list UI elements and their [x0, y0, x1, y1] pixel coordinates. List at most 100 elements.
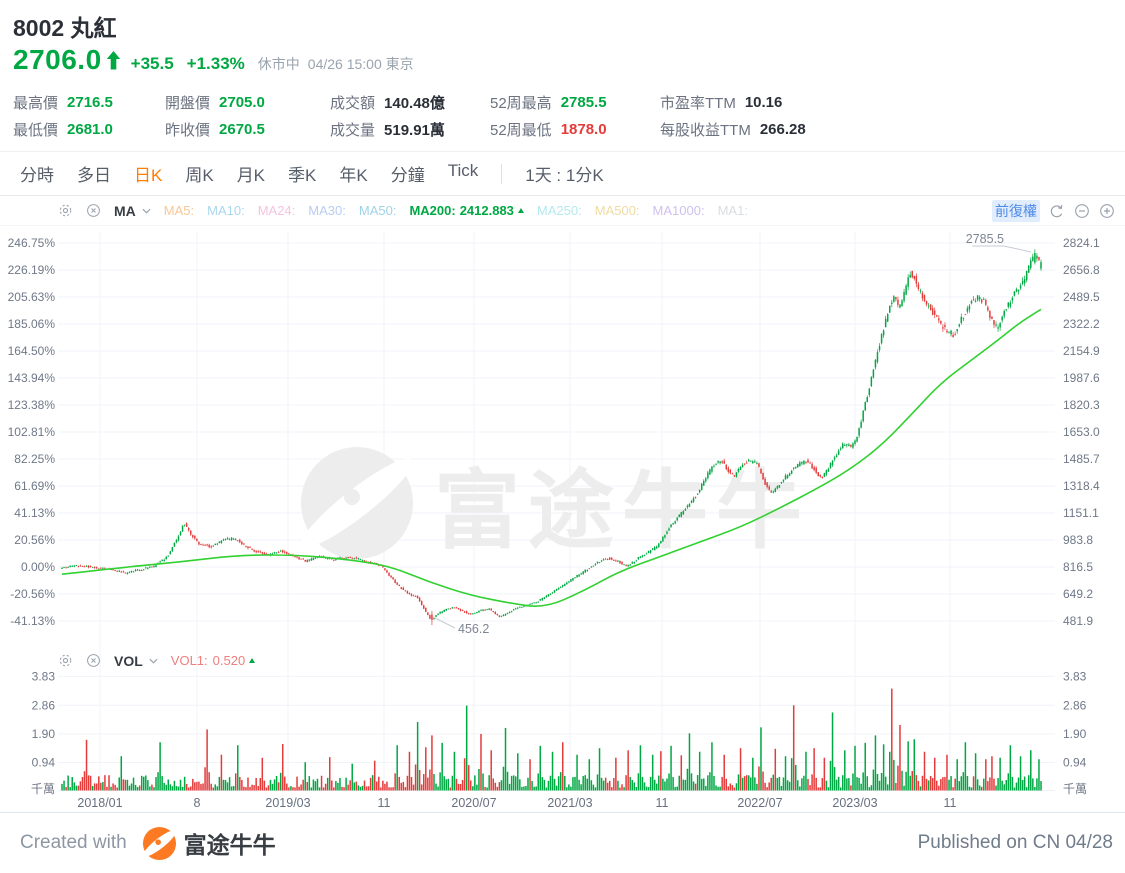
vol-dropdown[interactable]: VOL	[114, 653, 158, 669]
stats-column: 市盈率TTM 10.16 每股收益TTM 266.28	[660, 89, 806, 143]
price-change: +35.5	[130, 54, 174, 73]
volume-axis-label: 3.83	[32, 669, 56, 683]
brand-name: 富途牛牛	[183, 832, 276, 858]
tab-4[interactable]: 月K	[236, 166, 266, 185]
volume-axis-label: 0.94	[32, 755, 56, 769]
percent-axis-label: 102.81%	[8, 425, 56, 439]
vol1-label: VOL1:	[170, 653, 208, 668]
vol1-value: 0.520	[212, 653, 246, 668]
vol1-up-triangle-icon	[249, 658, 256, 663]
stat-label: 52周最高	[490, 95, 552, 112]
percent-axis-label: 20.56%	[14, 533, 55, 547]
ma200-line	[61, 308, 1042, 607]
tab-6[interactable]: 年K	[339, 166, 368, 185]
x-axis-label: 11	[656, 796, 669, 810]
stat-cell: 每股收益TTM 266.28	[660, 116, 806, 143]
ma-dropdown-label: MA	[114, 202, 136, 219]
market-status-text: 休市中	[257, 56, 300, 72]
chevron-down-icon	[149, 658, 158, 664]
vol1-indicator: VOL1: 0.520	[170, 653, 256, 668]
high-annotation: 2785.5	[966, 232, 1004, 246]
ma200-indicator: MA200: 2412.883	[409, 203, 524, 218]
chevron-down-icon	[142, 208, 151, 214]
volume-axis-label: 0.94	[1063, 755, 1087, 769]
stat-cell: 52周最高 2785.5	[490, 89, 607, 116]
tab-2[interactable]: 日K	[134, 166, 163, 185]
zoom-in-icon[interactable]	[1099, 203, 1115, 219]
price-axis-label: 2824.1	[1063, 236, 1100, 250]
published-label: Published on CN 04/28	[917, 832, 1113, 853]
zoom-out-icon[interactable]	[1074, 203, 1090, 219]
price-axis-label: 1151.1	[1063, 506, 1099, 520]
stats-column: 開盤價 2705.0 昨收價 2670.5	[165, 89, 265, 143]
stat-label: 市盈率TTM	[660, 95, 736, 112]
stat-value: 2785.5	[560, 94, 607, 111]
percent-axis-label: 82.25%	[14, 452, 55, 466]
stat-label: 成交額	[330, 95, 376, 112]
stat-label: 52周最低	[490, 122, 552, 139]
stat-label: 每股收益TTM	[660, 122, 751, 139]
stat-cell: 開盤價 2705.0	[165, 89, 265, 116]
stat-cell: 最高價 2716.5	[13, 89, 113, 116]
indicator-close-icon[interactable]	[86, 203, 101, 218]
ma-indicator: MA250:	[536, 203, 582, 218]
stat-value: 140.48億	[384, 95, 445, 112]
percent-axis-label: 185.06%	[8, 317, 56, 331]
ma200-value: 2412.883	[459, 203, 514, 218]
volume-axis-label: 1.90	[32, 727, 56, 741]
volume-axis-label: 2.86	[32, 698, 56, 712]
stock-title: 8002 丸紅	[13, 15, 117, 41]
ma-indicator: MA10:	[207, 203, 245, 218]
market-status: 休市中 04/26 15:00 東京	[258, 54, 422, 74]
tab-7[interactable]: 分鐘	[390, 166, 425, 185]
price-axis-label: 1653.0	[1063, 425, 1100, 439]
tab-8[interactable]: Tick	[447, 161, 479, 180]
percent-axis-label: 143.94%	[8, 371, 56, 385]
x-axis-label: 2020/07	[451, 796, 496, 810]
tabs-items: 分時 多日 日K 周K 月K 季K 年K 分鐘 Tick	[20, 161, 478, 186]
stats-column: 最高價 2716.5 最低價 2681.0	[13, 89, 113, 143]
tab-5[interactable]: 季K	[288, 166, 317, 185]
price-volume-chart[interactable]: 富途牛牛 2785.5 456.2 246.75% 226.19% 205.63% 185.…	[0, 226, 1125, 812]
chart-period-tabs: 分時 多日 日K 周K 月K 季K 年K 分鐘 Tick 1天 : 1分K	[0, 151, 1125, 196]
stat-label: 昨收價	[165, 122, 211, 139]
tab-1[interactable]: 多日	[77, 166, 111, 185]
stat-value: 266.28	[759, 121, 806, 138]
price-adjust-mode-button[interactable]: 前復權	[992, 199, 1040, 222]
volume-axis-label: 1.90	[1063, 727, 1087, 741]
tab-3[interactable]: 周K	[185, 166, 214, 185]
ma-indicator-list: MA5: MA10: MA24: MA30: MA50:	[164, 203, 397, 218]
ma-indicator: MA500:	[594, 203, 640, 218]
tab-0[interactable]: 分時	[20, 166, 54, 185]
interval-label: 1天 : 1分K	[525, 166, 604, 185]
low-annotation: 456.2	[458, 622, 489, 636]
stat-cell: 最低價 2681.0	[13, 116, 113, 143]
price-axis-label: 1318.4	[1063, 479, 1100, 493]
reset-zoom-icon[interactable]	[1049, 203, 1065, 219]
svg-text:富途牛牛: 富途牛牛	[434, 463, 810, 559]
volume-close-icon[interactable]	[86, 653, 101, 668]
stat-label: 最高價	[13, 95, 59, 112]
x-axis-label: 2021/03	[547, 796, 592, 810]
ma-dropdown[interactable]: MA	[114, 203, 151, 219]
price-change-percent: +1.33%	[186, 54, 245, 73]
ma200-label: MA200:	[409, 203, 456, 218]
stat-cell: 52周最低 1878.0	[490, 116, 607, 143]
indicator-toolbar: MA MA5: MA10: MA24: MA30: MA50: MA200: 2412.…	[0, 196, 1125, 226]
volume-axis-label: 3.83	[1063, 669, 1087, 683]
price-axis-label: 1820.3	[1063, 398, 1100, 412]
stat-value: 2705.0	[219, 94, 265, 111]
percent-axis-label: 61.69%	[14, 479, 55, 493]
ma200-up-triangle-icon	[517, 208, 524, 213]
stat-value: 519.91萬	[384, 122, 445, 139]
indicator-settings-gear-icon[interactable]	[58, 203, 73, 218]
price-axis-label: 983.8	[1063, 533, 1093, 547]
volume-axis-label: 2.86	[1063, 698, 1087, 712]
stat-label: 最低價	[13, 122, 59, 139]
current-price: 2706.0	[13, 44, 102, 75]
volume-settings-gear-icon[interactable]	[58, 653, 73, 668]
stat-cell: 昨收價 2670.5	[165, 116, 265, 143]
stat-cell: 成交額 140.48億	[330, 89, 445, 116]
percent-axis-label: 123.38%	[8, 398, 56, 412]
stats-column: 52周最高 2785.5 52周最低 1878.0	[490, 89, 607, 143]
